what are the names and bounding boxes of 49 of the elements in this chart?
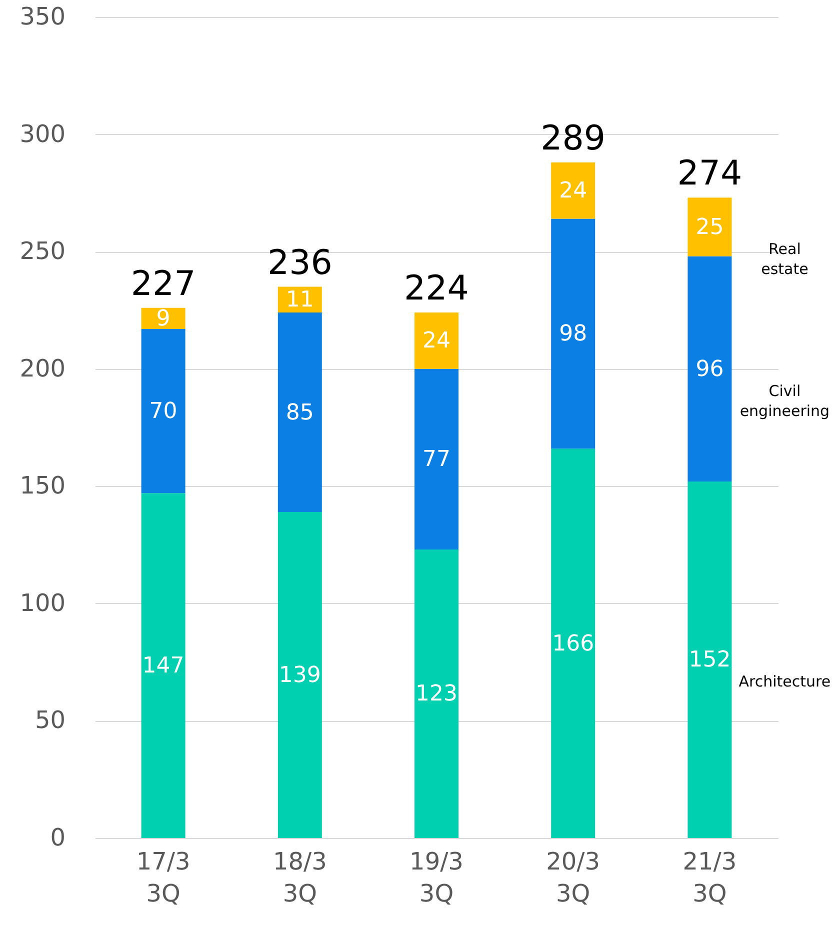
- x-tick-label: 19/3 3Q: [410, 848, 464, 908]
- data-label: 85: [286, 400, 314, 426]
- data-label: 96: [696, 356, 724, 382]
- data-label: 9: [156, 306, 170, 332]
- y-tick-label: 0: [50, 824, 66, 852]
- x-tick-label: 18/3 3Q: [272, 848, 327, 908]
- data-label: 70: [149, 399, 178, 424]
- bar: [414, 368, 458, 550]
- total-label: 289: [540, 118, 606, 158]
- data-label: 152: [688, 648, 731, 673]
- bar: [278, 312, 322, 512]
- data-label: 24: [422, 328, 450, 354]
- bar: [141, 328, 186, 494]
- y-tick-label: 100: [20, 588, 66, 617]
- bar: [414, 312, 458, 369]
- bar: [688, 256, 732, 482]
- total-label: 224: [404, 268, 469, 309]
- total-label: 274: [677, 154, 742, 194]
- data-label: 24: [559, 178, 588, 204]
- y-tick-label: 50: [34, 706, 66, 734]
- y-tick-label: 200: [20, 354, 66, 382]
- total-label: 236: [267, 242, 332, 283]
- bar: [278, 512, 322, 838]
- data-label: 11: [286, 288, 314, 313]
- x-tick-label: 21/3 3Q: [682, 848, 737, 908]
- series-label: Architecture: [738, 672, 831, 691]
- series-label: Real estate: [761, 240, 808, 278]
- bar: [141, 493, 186, 838]
- bar: [688, 481, 732, 838]
- series-label: Civil engineering: [740, 382, 830, 420]
- x-tick-label: 17/3 3Q: [136, 848, 190, 908]
- y-tick-label: 350: [20, 2, 66, 30]
- bar: [414, 549, 458, 838]
- data-label: 147: [142, 654, 184, 679]
- data-label: 139: [278, 662, 321, 688]
- y-tick-label: 250: [20, 237, 66, 266]
- data-label: 123: [416, 682, 458, 707]
- total-label: 227: [130, 264, 196, 304]
- bar: [551, 448, 596, 838]
- bar: [688, 198, 732, 256]
- data-label: 98: [559, 322, 588, 347]
- bar: [551, 218, 596, 449]
- data-label: 166: [552, 631, 594, 656]
- data-label: 25: [696, 214, 724, 240]
- data-label: 77: [422, 447, 450, 472]
- y-tick-label: 150: [20, 472, 66, 500]
- x-tick-label: 20/3 3Q: [546, 848, 600, 908]
- bar: [551, 162, 596, 219]
- y-tick-label: 300: [20, 120, 66, 148]
